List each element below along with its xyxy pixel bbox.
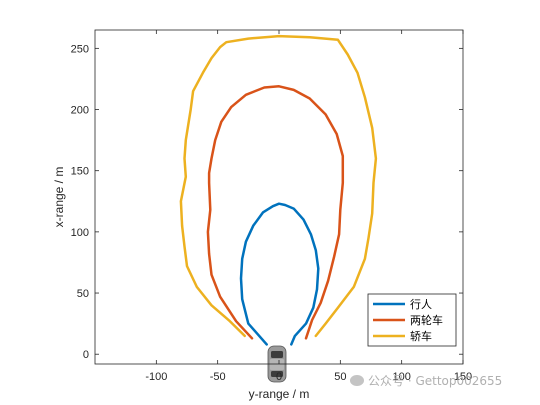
x-axis-label: y-range / m bbox=[249, 387, 310, 401]
series-pedestrian bbox=[239, 202, 320, 346]
series-two-wheeler bbox=[206, 85, 345, 340]
x-tick-label: 0 bbox=[276, 371, 282, 383]
legend-label-two-wheeler: 两轮车 bbox=[410, 313, 443, 327]
y-tick-label: 250 bbox=[71, 43, 89, 55]
legend: 行人 两轮车 轿车 bbox=[367, 293, 457, 347]
wechat-icon bbox=[350, 375, 364, 386]
y-tick-label: 50 bbox=[77, 288, 89, 300]
watermark: 公众号 · Gettop002655 bbox=[350, 372, 502, 389]
legend-label-pedestrian: 行人 bbox=[410, 298, 432, 311]
x-tick-label: -100 bbox=[145, 371, 167, 383]
y-axis-label: x-range / m bbox=[52, 167, 66, 228]
x-tick-label: -50 bbox=[210, 371, 226, 383]
ticks-layer: -100 -50 0 50 100 150 0 50 100 150 200 250 bbox=[71, 30, 472, 383]
x-tick-label: 150 bbox=[454, 371, 472, 383]
y-tick-label: 0 bbox=[83, 349, 89, 361]
x-tick-label: 50 bbox=[334, 371, 346, 383]
series-layer bbox=[179, 34, 378, 346]
y-tick-label: 200 bbox=[71, 105, 89, 117]
y-tick-label: 150 bbox=[71, 166, 89, 178]
y-tick-label: 100 bbox=[71, 227, 89, 239]
legend-label-car: 轿车 bbox=[410, 329, 432, 343]
watermark-text: 公众号 · Gettop002655 bbox=[368, 374, 503, 388]
series-car bbox=[179, 34, 378, 338]
x-tick-label: 100 bbox=[392, 371, 410, 383]
